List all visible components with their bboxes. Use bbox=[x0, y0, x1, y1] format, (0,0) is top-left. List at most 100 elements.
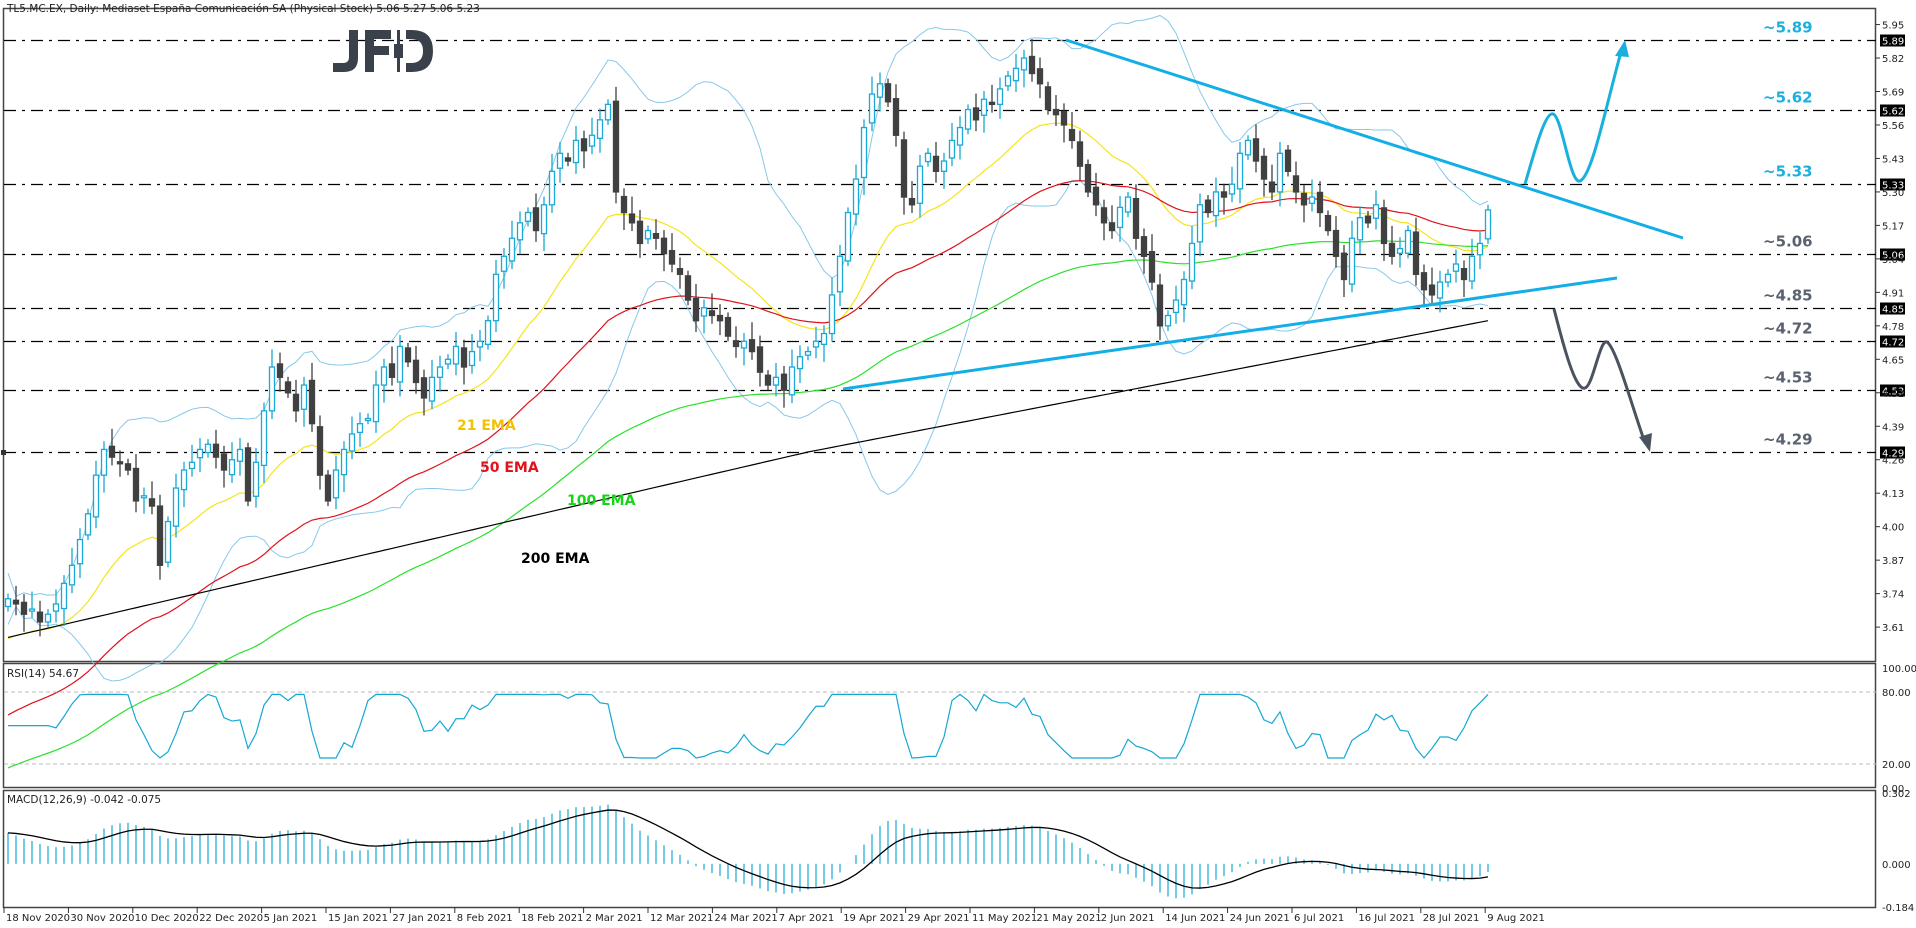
candle bbox=[4, 598, 12, 608]
candle bbox=[860, 126, 868, 179]
time-axis: 18 Nov 2020 30 Nov 2020 10 Dec 2020 22 Dec … bbox=[3, 907, 1545, 924]
rsi-tick: 100.00 bbox=[1882, 664, 1916, 675]
candle bbox=[724, 316, 732, 337]
date-tick: 15 Jan 2021 bbox=[328, 913, 388, 924]
candle bbox=[28, 608, 36, 612]
candle bbox=[324, 474, 332, 502]
candle bbox=[212, 443, 220, 458]
candle bbox=[716, 314, 724, 322]
date-tick: 18 Nov 2020 bbox=[6, 913, 70, 924]
candle bbox=[444, 358, 452, 365]
candle bbox=[100, 448, 108, 476]
candle bbox=[876, 83, 884, 98]
candle bbox=[436, 366, 444, 378]
candle bbox=[692, 297, 700, 322]
price-tick: 5.04 bbox=[1882, 255, 1904, 266]
candle bbox=[708, 310, 716, 317]
candle bbox=[356, 423, 364, 434]
up-arrowhead-icon bbox=[1615, 40, 1629, 57]
candle bbox=[1076, 141, 1084, 167]
price-tick: 4.39 bbox=[1882, 422, 1904, 433]
candle bbox=[1036, 68, 1044, 85]
level-price-tag-text: 4.29 bbox=[1882, 449, 1904, 460]
candle bbox=[796, 356, 804, 370]
candle bbox=[620, 195, 628, 214]
candle bbox=[660, 237, 668, 255]
candle bbox=[924, 152, 932, 163]
date-tick: 24 Jun 2021 bbox=[1230, 913, 1290, 924]
candle bbox=[748, 339, 756, 353]
candle bbox=[228, 459, 236, 476]
price-tick: 4.00 bbox=[1882, 523, 1904, 534]
date-tick: 28 Jul 2021 bbox=[1423, 913, 1480, 924]
ema-100-line bbox=[7, 240, 1489, 769]
date-tick: 12 Mar 2021 bbox=[650, 913, 713, 924]
ascending-support-trendline bbox=[842, 276, 1618, 391]
candle bbox=[884, 83, 892, 103]
level-label: ~5.33 bbox=[1763, 163, 1813, 181]
ema-label: 200 EMA bbox=[521, 551, 590, 567]
bollinger-lower bbox=[7, 179, 1489, 682]
candle bbox=[1268, 181, 1276, 193]
candle bbox=[1260, 155, 1268, 180]
candle bbox=[36, 611, 44, 623]
price-tick: 3.87 bbox=[1882, 556, 1904, 567]
candle bbox=[1412, 231, 1420, 275]
date-tick: 18 Feb 2021 bbox=[521, 913, 583, 924]
trendlines bbox=[842, 38, 1684, 391]
level-price-tag bbox=[1880, 335, 1905, 348]
candle bbox=[1308, 196, 1316, 204]
price-tick: 3.74 bbox=[1882, 590, 1904, 601]
candle bbox=[772, 376, 780, 386]
candle bbox=[188, 461, 196, 470]
candle bbox=[404, 347, 412, 363]
date-tick: 8 Feb 2021 bbox=[457, 913, 513, 924]
candle bbox=[1012, 67, 1020, 82]
candle bbox=[1284, 149, 1292, 172]
bollinger-upper bbox=[7, 14, 1489, 597]
candle bbox=[1484, 209, 1492, 240]
candle bbox=[1252, 138, 1260, 162]
candle bbox=[812, 340, 820, 348]
candle bbox=[820, 332, 828, 346]
candle bbox=[1188, 242, 1196, 282]
candle bbox=[988, 101, 996, 106]
rsi-indicator: 100.00 80.00 20.00 0.00 bbox=[4, 664, 1916, 795]
price-tick: 4.26 bbox=[1882, 456, 1904, 467]
candle bbox=[1324, 214, 1332, 232]
candle bbox=[892, 98, 900, 136]
level-price-tag-text: 5.89 bbox=[1882, 37, 1904, 48]
ema-labels: 21 EMA 50 EMA 100 EMA 200 EMA bbox=[457, 418, 636, 567]
level-price-tag bbox=[1880, 384, 1905, 397]
level-price-tag bbox=[1880, 446, 1905, 459]
candle bbox=[524, 211, 532, 222]
ema-200-line bbox=[7, 320, 1489, 638]
level-marker-icon bbox=[1, 450, 6, 455]
candle bbox=[652, 232, 660, 239]
candle bbox=[276, 363, 284, 378]
date-tick: 2 Mar 2021 bbox=[586, 913, 643, 924]
date-tick: 16 Jul 2021 bbox=[1358, 913, 1415, 924]
price-tick: 5.56 bbox=[1882, 121, 1904, 132]
candle bbox=[740, 340, 748, 349]
candle bbox=[1356, 217, 1364, 241]
candle bbox=[1204, 199, 1212, 214]
ema-label: 100 EMA bbox=[567, 493, 636, 509]
bearish-projection-arrow bbox=[1552, 308, 1646, 441]
date-tick: 11 May 2021 bbox=[972, 913, 1037, 924]
candle bbox=[564, 157, 572, 162]
candle bbox=[636, 220, 644, 245]
candle bbox=[1452, 263, 1460, 272]
level-price-tag-text: 4.53 bbox=[1882, 387, 1904, 398]
candle bbox=[1156, 284, 1164, 327]
candle bbox=[940, 160, 948, 172]
rsi-tick: 20.00 bbox=[1882, 760, 1911, 771]
candle bbox=[452, 345, 460, 365]
candle bbox=[588, 134, 596, 147]
candle bbox=[1116, 206, 1124, 229]
price-tick: 4.91 bbox=[1882, 288, 1904, 299]
candle bbox=[300, 384, 308, 410]
candle bbox=[156, 505, 164, 566]
candle bbox=[1164, 314, 1172, 327]
